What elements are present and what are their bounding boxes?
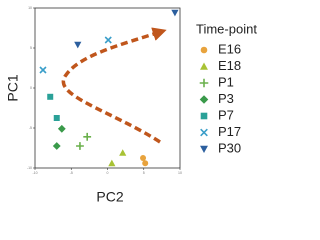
legend-title: Time-point [196,21,257,36]
point [76,142,84,150]
point [74,41,82,49]
legend-marker [200,46,208,54]
x-tick-label: 10 [178,171,182,175]
legend-label: E18 [218,58,241,73]
legend-label: E16 [218,41,241,56]
point [39,66,47,74]
x-tick-label: 5 [143,171,145,175]
legend-label: P1 [218,74,234,89]
point [119,149,127,156]
point [104,36,112,44]
legend-marker [200,128,208,137]
point [57,124,66,133]
legend-marker [200,145,208,153]
chart: PC2 PC1 Time-point -10 -5 0 5 10 -10 -5 0 5 10 E16… [5,6,258,205]
y-tick-label: 0 [30,86,32,90]
legend-marker [199,95,209,104]
point [108,159,116,167]
x-tick-label: -5 [70,171,73,175]
y-axis-label: PC1 [5,74,21,101]
point [47,93,54,100]
legend-marker [200,62,208,70]
point [52,142,61,150]
y-tick-label: -10 [27,166,32,170]
y-tick-label: -5 [29,126,32,130]
x-tick-label: 0 [107,171,109,175]
x-tick-label: -10 [32,171,37,175]
legend-label: P7 [218,107,234,122]
y-tick-label: 10 [28,6,32,10]
y-tick-label: 5 [30,46,32,50]
x-axis-label: PC2 [96,189,123,205]
point [83,132,92,141]
point [142,160,149,167]
legend-label: P30 [218,140,241,155]
point [53,115,60,121]
legend-label: P17 [218,124,241,139]
point [140,155,147,161]
legend-marker [200,112,208,120]
trend-arrow [61,27,167,144]
legend-label: P3 [218,91,234,106]
legend-marker [199,78,209,88]
point [171,9,179,17]
